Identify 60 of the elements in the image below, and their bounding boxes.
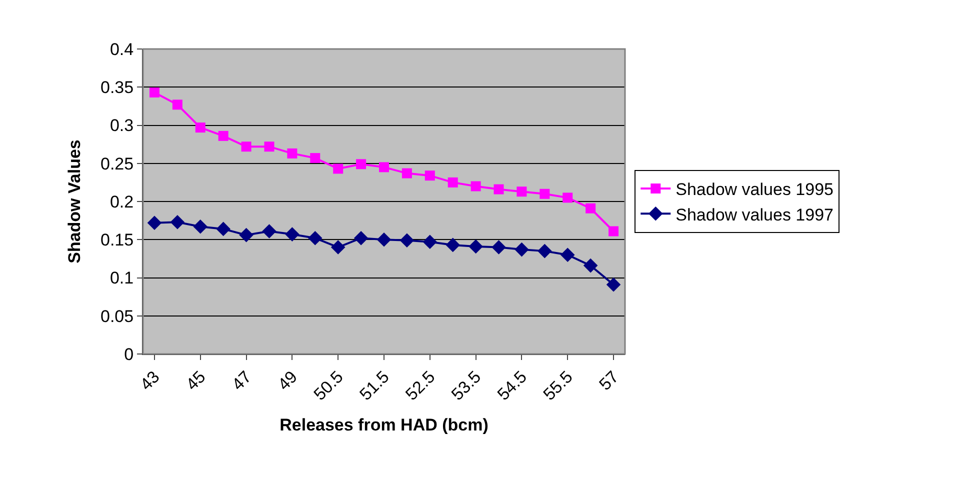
point	[470, 181, 481, 192]
point	[468, 239, 483, 254]
point	[356, 159, 366, 170]
y-tick-label: 0.2	[110, 192, 134, 212]
point	[216, 222, 230, 236]
x-tick-label: 45	[182, 367, 210, 394]
y-tick-label: 0.05	[100, 306, 134, 326]
point	[448, 177, 458, 188]
y-tick-label: 0.3	[110, 116, 134, 136]
x-tick-label: 43	[136, 367, 164, 394]
point	[402, 168, 412, 178]
y-axis-title: Shadow Values	[65, 140, 84, 264]
x-tick-label: 57	[596, 367, 622, 394]
point	[540, 188, 550, 199]
point	[262, 224, 276, 238]
point	[239, 228, 254, 242]
point	[354, 230, 368, 246]
legend-label: Shadow values 1995	[676, 180, 834, 200]
point	[446, 238, 460, 252]
y-tick-label: 0.15	[100, 230, 134, 250]
point	[379, 162, 389, 172]
point	[333, 164, 344, 174]
point	[492, 240, 506, 254]
y-tick-label: 0	[124, 344, 134, 364]
y-tick-label: 0.25	[100, 154, 134, 174]
point	[172, 100, 182, 110]
y-tick-label: 0.4	[110, 40, 134, 59]
point	[193, 220, 208, 234]
x-tick-label: 49	[274, 367, 302, 394]
point	[310, 153, 320, 164]
point	[608, 226, 619, 236]
point	[149, 87, 160, 98]
point	[376, 232, 392, 247]
point	[147, 216, 162, 230]
point	[422, 234, 438, 250]
point	[538, 244, 552, 258]
point	[400, 233, 414, 248]
point	[562, 192, 573, 203]
point	[287, 148, 298, 158]
point	[424, 170, 435, 181]
point	[586, 203, 596, 214]
legend-label: Shadow values 1997	[676, 205, 834, 224]
point	[195, 122, 206, 133]
y-tick-label: 0.1	[110, 268, 134, 288]
point	[264, 142, 274, 152]
point	[583, 258, 598, 273]
point	[516, 186, 527, 197]
point	[285, 227, 300, 242]
point	[606, 277, 621, 292]
point	[514, 242, 529, 257]
point	[330, 240, 346, 254]
x-tick-label: 47	[228, 367, 256, 394]
y-tick-label: 0.35	[100, 78, 134, 98]
point	[560, 248, 575, 262]
point	[218, 130, 228, 141]
x-axis-title: Releases from HAD (bcm)	[280, 416, 488, 435]
point	[308, 230, 322, 246]
point	[241, 142, 252, 152]
point	[494, 184, 504, 194]
point	[170, 214, 185, 230]
